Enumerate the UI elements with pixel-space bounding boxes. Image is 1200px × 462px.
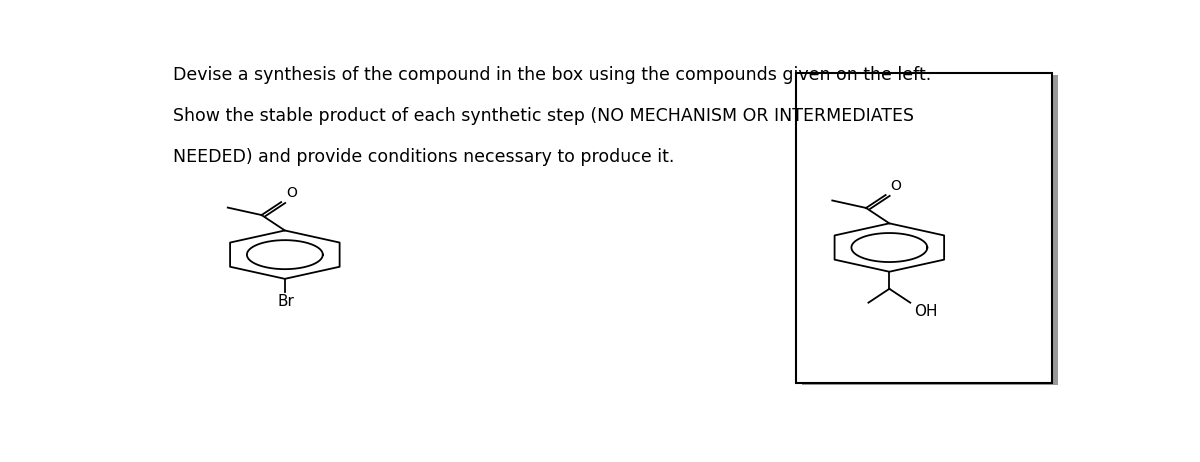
Text: Show the stable product of each synthetic step (NO MECHANISM OR INTERMEDIATES: Show the stable product of each syntheti… [173, 107, 914, 125]
Text: OH: OH [914, 304, 937, 319]
Bar [797, 73, 1052, 383]
Text: Devise a synthesis of the compound in the box using the compounds given on the l: Devise a synthesis of the compound in th… [173, 66, 931, 84]
Text: O: O [286, 186, 296, 201]
Text: NEEDED) and provide conditions necessary to produce it.: NEEDED) and provide conditions necessary… [173, 148, 674, 166]
Bar [802, 75, 1057, 385]
Text: Br: Br [277, 294, 294, 309]
Text: O: O [890, 179, 901, 193]
